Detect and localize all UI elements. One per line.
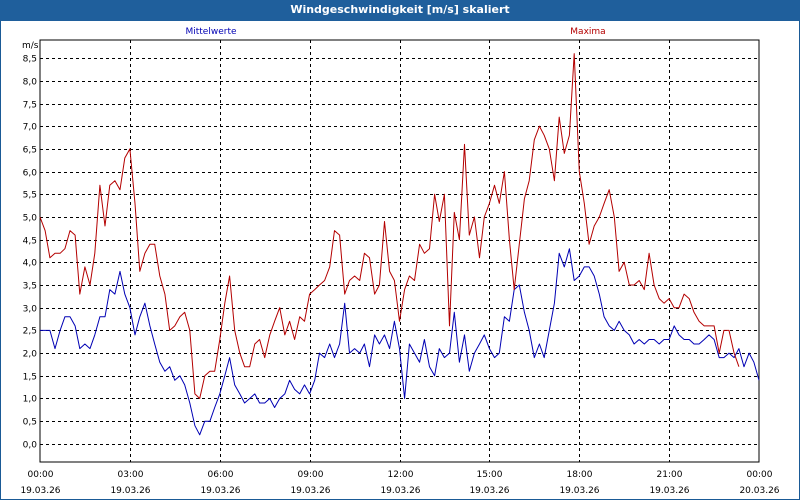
y-tick-label: 4,5 — [23, 237, 37, 247]
y-tick-label: 6,0 — [23, 169, 38, 179]
legend-maxima: Maxima — [570, 27, 605, 37]
series-line-maxima — [39, 53, 740, 399]
x-tick-date: 19.03.26 — [110, 486, 150, 496]
x-tick-date: 19.03.26 — [290, 486, 330, 496]
x-tick-date: 19.03.26 — [649, 486, 689, 496]
x-tick-date: 19.03.26 — [559, 486, 599, 496]
y-tick-label: 4,0 — [23, 259, 38, 269]
y-tick-label: 3,0 — [23, 305, 38, 315]
y-tick-label: 8,5 — [23, 55, 37, 65]
x-tick-time: 21:00 — [657, 470, 683, 480]
x-tick-date: 19.03.26 — [380, 486, 420, 496]
y-tick-label: 7,5 — [23, 101, 37, 111]
y-tick-label: 0,5 — [23, 418, 37, 428]
y-tick-label: 2,0 — [23, 350, 38, 360]
plot-area — [39, 39, 760, 463]
x-tick-time: 09:00 — [298, 470, 324, 480]
window-title: Windgeschwindigkeit [m/s] skaliert — [0, 0, 800, 21]
y-tick-label: 7,0 — [23, 123, 38, 133]
x-tick-time: 18:00 — [567, 470, 593, 480]
x-tick-date: 20.03.26 — [739, 486, 779, 496]
y-tick-label: 8,0 — [23, 78, 38, 88]
y-tick-label: 3,5 — [23, 282, 37, 292]
x-tick-time: 15:00 — [477, 470, 503, 480]
x-tick-date: 19.03.26 — [469, 486, 509, 496]
y-tick-label: 5,0 — [23, 214, 38, 224]
y-tick-label: 5,5 — [23, 191, 37, 201]
x-tick-time: 03:00 — [118, 470, 144, 480]
series-line-mittelwerte — [40, 248, 760, 436]
x-tick-time: 06:00 — [208, 470, 234, 480]
legend-mittelwerte: Mittelwerte — [185, 27, 236, 37]
x-tick-time: 12:00 — [388, 470, 414, 480]
x-tick-time: 00:00 — [747, 470, 773, 480]
x-tick-time: 00:00 — [28, 470, 54, 480]
x-tick-date: 19.03.26 — [20, 486, 60, 496]
y-tick-label: 1,0 — [23, 395, 38, 405]
x-tick-date: 19.03.26 — [200, 486, 240, 496]
y-tick-label: 2,5 — [23, 327, 37, 337]
y-tick-label: 1,5 — [23, 373, 37, 383]
y-tick-label: 6,5 — [23, 146, 37, 156]
y-tick-label: 0,0 — [23, 441, 38, 451]
y-axis-label: m/s — [22, 41, 39, 51]
